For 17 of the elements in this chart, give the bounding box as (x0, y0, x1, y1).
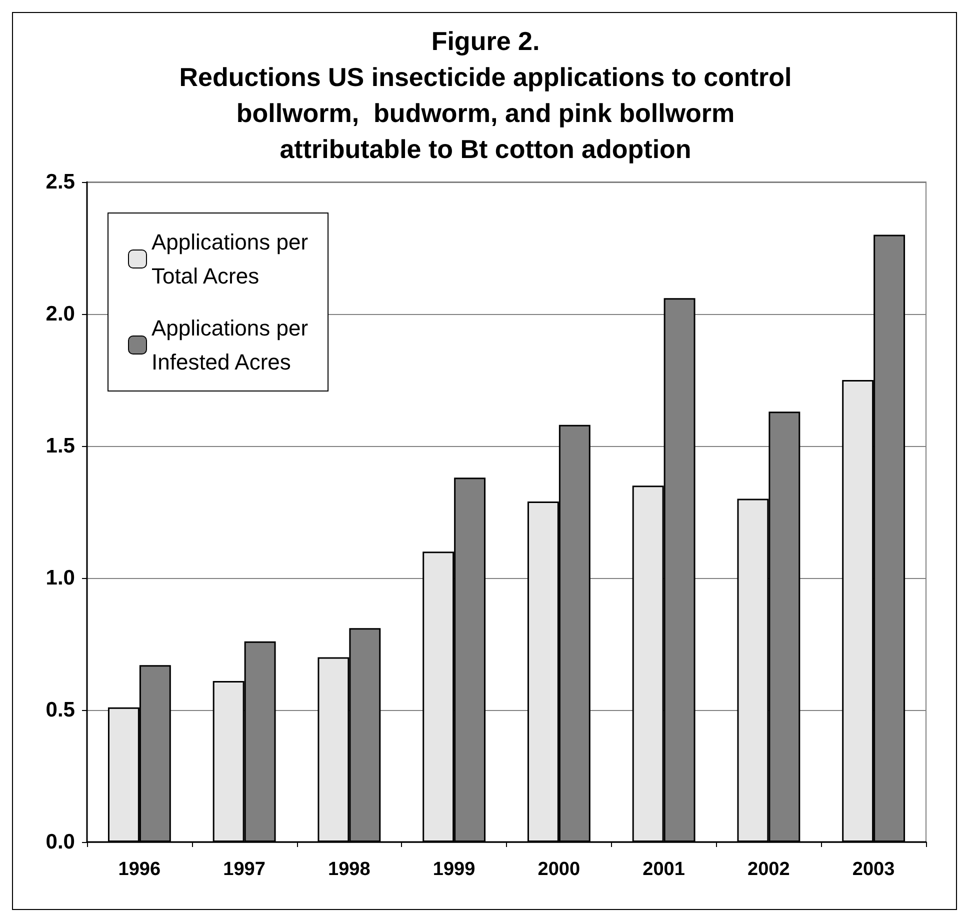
x-tick-label: 1999 (432, 859, 476, 880)
chart-title: Figure 2. Reductions US insecticide applications to control bollworm, budworm, and pink bollworm attributable to Bt cotton adoption (179, 26, 792, 164)
y-tick-label: 2.0 (46, 302, 75, 326)
y-tick-label: 0.0 (46, 830, 75, 854)
y-tick-label: 2.5 (46, 170, 76, 194)
x-tick-label: 1996 (118, 859, 161, 880)
y-tick-label: 1.5 (46, 434, 76, 458)
x-tick-label: 2002 (748, 859, 790, 880)
x-tick-label: 2003 (852, 859, 895, 880)
x-tick-label: 1998 (328, 859, 370, 880)
x-tick-label: 2000 (538, 859, 580, 880)
y-tick-label: 0.5 (46, 698, 76, 722)
x-tick-label: 2001 (642, 859, 686, 880)
y-tick-label: 1.0 (46, 566, 75, 590)
legend-label: Applications per Total Acres (152, 230, 308, 288)
x-tick-label: 1997 (223, 859, 266, 880)
legend-label: Applications per Infested Acres (152, 316, 308, 374)
